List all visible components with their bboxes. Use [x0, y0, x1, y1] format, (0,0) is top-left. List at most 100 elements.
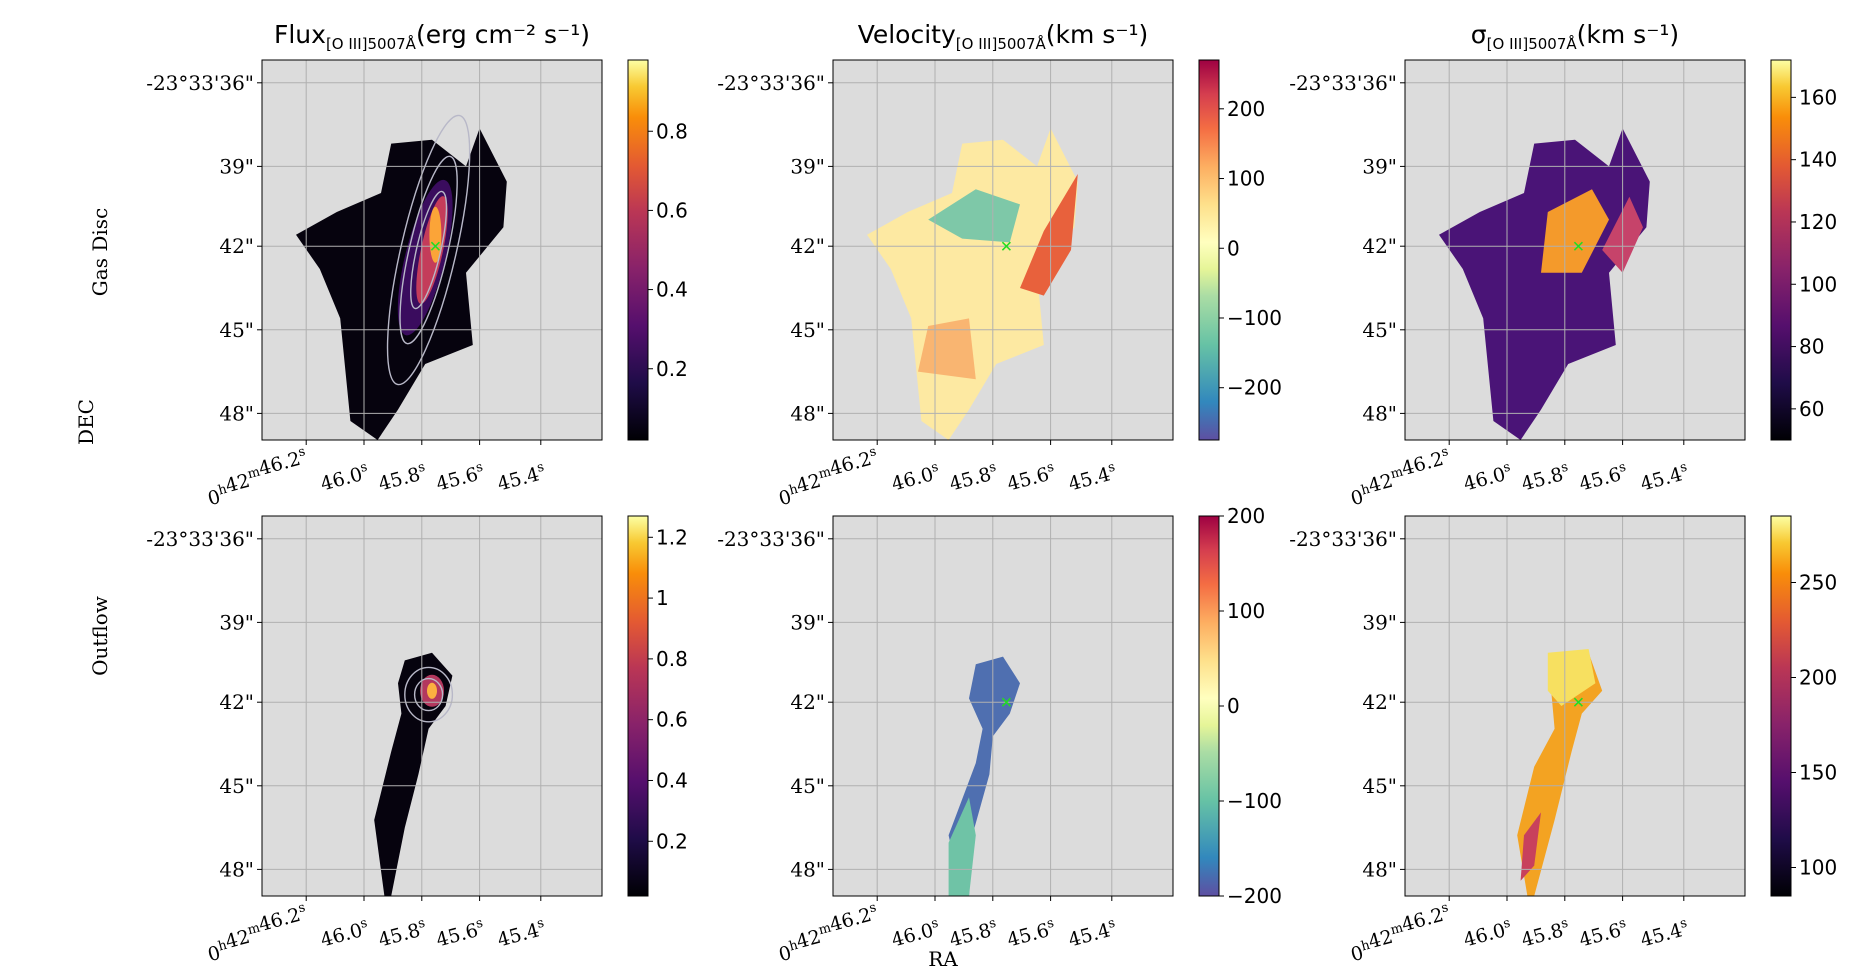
colorbar-tick-label: 0.2	[656, 829, 688, 853]
y-tick-label: 42"	[1362, 690, 1397, 714]
y-tick-label: 48"	[219, 401, 254, 425]
x-tick-label: 45.8s	[1519, 916, 1573, 952]
colorbar-tick-label: 0.6	[656, 708, 688, 732]
colorbar-tick-label: −100	[1227, 789, 1282, 813]
flux-contour	[410, 190, 448, 310]
velocity-region	[1020, 174, 1078, 296]
x-tick-label: 45.4s	[1066, 916, 1120, 952]
centre-marker	[1001, 697, 1011, 707]
colorbar-tick-label: 0.8	[656, 119, 688, 143]
colorbar-tick-label: 150	[1799, 761, 1837, 785]
colorbar-tick-label: 200	[1227, 97, 1265, 121]
x-tick-label: 45.4s	[1638, 460, 1692, 496]
y-tick-label: -23°33'36"	[1289, 71, 1397, 95]
fig-ylabel: DEC	[74, 399, 98, 445]
colorbar-tick-label: 80	[1799, 335, 1824, 359]
dispersion-region	[1541, 189, 1609, 273]
x-tick-label: 45.6s	[1576, 460, 1630, 496]
x-tick-label: 45.6s	[433, 460, 487, 496]
colorbar	[627, 515, 649, 897]
y-tick-label: 39"	[219, 154, 254, 178]
fig-xlabel: RA	[928, 947, 958, 971]
colorbar-tick-label: 0.8	[656, 647, 688, 671]
y-tick-label: 48"	[1362, 857, 1397, 881]
colorbar-tick-label: 100	[1227, 167, 1265, 191]
y-tick-label: -23°33'36"	[717, 527, 825, 551]
x-tick-label: 46.0s	[1461, 460, 1515, 496]
panel-title: σ[O III]5007Å(km s⁻¹)	[1471, 20, 1679, 53]
x-tick-label: 45.8s	[947, 460, 1001, 496]
y-tick-label: 45"	[1362, 774, 1397, 798]
colorbar	[627, 59, 649, 441]
x-tick-label: 0h42m46.2s	[772, 900, 885, 966]
flux-contour	[399, 155, 458, 345]
x-tick-label: 45.8s	[1519, 460, 1573, 496]
axes-frame	[1404, 59, 1746, 441]
colorbar-tick-label: −200	[1227, 376, 1282, 400]
velocity-region	[918, 318, 976, 380]
x-tick-label: 45.4s	[495, 916, 549, 952]
velocity-region	[928, 189, 1020, 243]
y-tick-label: 39"	[790, 610, 825, 634]
y-tick-label: 45"	[790, 774, 825, 798]
x-tick-label: 0h42m46.2s	[201, 444, 314, 510]
colorbar	[1770, 515, 1792, 897]
emission-map	[374, 652, 453, 896]
colorbar-tick-label: 0.4	[656, 768, 688, 792]
panel-title: Flux[O III]5007Å(erg cm⁻² s⁻¹)	[274, 20, 590, 53]
centre-marker	[1573, 241, 1583, 251]
velocity-region	[948, 797, 976, 896]
colorbar-tick-label: 1.2	[656, 525, 688, 549]
colorbar-tick-label: 200	[1227, 504, 1265, 528]
x-tick-label: 45.4s	[1066, 460, 1120, 496]
x-tick-label: 0h42m46.2s	[1344, 444, 1457, 510]
y-tick-label: 39"	[219, 610, 254, 634]
y-tick-label: 45"	[790, 318, 825, 342]
y-tick-label: 48"	[219, 857, 254, 881]
axes-frame	[832, 515, 1174, 897]
colorbar-tick-label: 100	[1799, 856, 1837, 880]
axes-frame	[261, 59, 603, 441]
colorbar-tick-label: 250	[1799, 571, 1837, 595]
centre-marker	[1001, 241, 1011, 251]
y-tick-label: 39"	[790, 154, 825, 178]
dispersion-region	[1520, 812, 1541, 881]
centre-marker	[430, 241, 440, 251]
colorbar-tick-label: −100	[1227, 306, 1282, 330]
row-label-outflow: Outflow	[88, 596, 112, 676]
y-tick-label: 42"	[219, 690, 254, 714]
colorbar-tick-label: 0	[1227, 694, 1240, 718]
colorbar	[1198, 59, 1220, 441]
emission-peak	[427, 682, 437, 699]
x-tick-label: 45.4s	[1638, 916, 1692, 952]
x-tick-label: 45.6s	[1004, 916, 1058, 952]
panel-title: Velocity[O III]5007Å(km s⁻¹)	[858, 20, 1149, 53]
y-tick-label: 39"	[1362, 154, 1397, 178]
centre-marker	[1573, 697, 1583, 707]
y-tick-label: 45"	[1362, 318, 1397, 342]
flux-contour	[413, 677, 444, 712]
colorbar-tick-label: 0	[1227, 236, 1240, 260]
dispersion-region	[1547, 649, 1596, 706]
x-tick-label: 45.6s	[1004, 460, 1058, 496]
y-tick-label: -23°33'36"	[717, 71, 825, 95]
axes-frame	[1404, 515, 1746, 897]
x-tick-label: 45.8s	[947, 916, 1001, 952]
colorbar-tick-label: 0.4	[656, 278, 688, 302]
x-tick-label: 45.8s	[376, 460, 430, 496]
colorbar	[1770, 59, 1792, 441]
colorbar-tick-label: −200	[1227, 884, 1282, 908]
x-tick-label: 46.0s	[889, 460, 943, 496]
colorbar-tick-label: 200	[1799, 666, 1837, 690]
y-tick-label: 48"	[790, 857, 825, 881]
flux-contour	[404, 666, 454, 723]
y-tick-label: 42"	[790, 234, 825, 258]
x-tick-label: 45.6s	[433, 916, 487, 952]
